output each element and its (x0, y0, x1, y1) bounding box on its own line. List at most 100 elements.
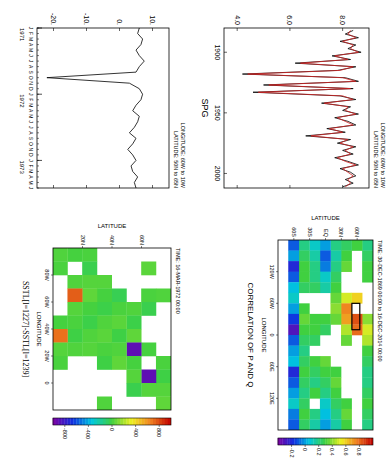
colorbar-swatch (129, 418, 132, 425)
cell (141, 370, 156, 384)
x-tick-label: M (28, 48, 34, 52)
cell (320, 377, 331, 388)
colorbar-swatch (299, 438, 302, 445)
x-tick-label: 1900 (214, 44, 221, 60)
y-tick-label: 60S (291, 227, 297, 237)
cell (330, 272, 341, 283)
x-tick (51, 302, 53, 303)
colorbar-swatch (328, 438, 331, 445)
x-tick-label: J (28, 93, 34, 96)
colorbar-swatch (124, 418, 127, 425)
x-tick-label: M (28, 37, 34, 41)
cell (330, 367, 341, 378)
colorbar-swatch (297, 438, 300, 445)
colorbar-swatch (165, 418, 168, 425)
cell (299, 409, 310, 420)
colorbar-swatch (320, 438, 323, 445)
cell (309, 377, 320, 388)
colorbar-swatch (156, 418, 159, 425)
cell (330, 419, 341, 430)
x-tick-label: 0 (44, 381, 50, 384)
colorbar-swatch (62, 418, 65, 425)
colorbar-swatch (126, 418, 129, 425)
x-tick (37, 44, 39, 45)
cell (67, 329, 82, 343)
cell (330, 240, 341, 251)
y-tick (289, 185, 290, 188)
x-tick (37, 132, 39, 133)
cell (112, 356, 127, 370)
cell (141, 383, 156, 397)
colorbar-tick (159, 425, 160, 427)
colorbar-swatch (339, 438, 342, 445)
colorbar-swatch (76, 418, 79, 425)
cell (330, 251, 341, 262)
cell (112, 316, 127, 330)
cell (362, 367, 373, 378)
colorbar-swatch (79, 418, 82, 425)
plot-area (288, 240, 373, 430)
y-tick (237, 185, 238, 188)
cell (299, 324, 310, 335)
year-label: 1971 (19, 28, 25, 42)
cell (341, 303, 352, 314)
x-tick-label: O (28, 76, 34, 80)
cell (320, 261, 331, 272)
colorbar-tick (359, 445, 360, 447)
cell (362, 356, 373, 367)
x-tick (276, 366, 278, 367)
cell (320, 314, 331, 325)
cell (341, 398, 352, 409)
colorbar-swatch (342, 438, 345, 445)
colorbar-swatch (292, 438, 295, 445)
cell (67, 302, 82, 316)
colorbar-swatch (103, 418, 106, 425)
cell (288, 377, 299, 388)
cell (288, 335, 299, 346)
header-text: LATITUDE: 50N to 65N (373, 131, 379, 188)
colorbar-swatch (323, 438, 326, 445)
y-tick-label: 60N (139, 235, 145, 245)
colorbar-swatch (337, 438, 340, 445)
colorbar-label: 800 (156, 428, 162, 437)
cell (320, 356, 331, 367)
x-tick (51, 356, 53, 357)
year-tick (37, 94, 42, 95)
x-tick (37, 105, 39, 106)
y-tick (141, 246, 142, 248)
y-tick-label: 40N (109, 235, 115, 245)
x-tick (37, 77, 39, 78)
cell (112, 289, 127, 303)
x-tick (37, 138, 39, 139)
colorbar-swatch (135, 418, 138, 425)
cell (299, 356, 310, 367)
cell (141, 343, 156, 357)
x-tick-label: J (28, 126, 34, 129)
y-tick (53, 185, 54, 188)
colorbar-swatch (67, 418, 70, 425)
colorbar-swatch (287, 438, 290, 445)
cell (97, 275, 112, 289)
cell (330, 293, 341, 304)
title: SPG (200, 98, 210, 117)
y-tick-label: -10. (83, 13, 90, 25)
cell (299, 377, 310, 388)
colorbar-swatch (132, 418, 135, 425)
x-tick (224, 173, 227, 174)
cell (309, 388, 320, 399)
x-tick (37, 149, 39, 150)
x-tick (37, 66, 39, 67)
rotated-page: -20.-10.0.10.JFMAMJJASONDJFMAMJJASONDJFM… (19, 13, 386, 458)
colorbar-swatch (141, 418, 144, 425)
cell (288, 356, 299, 367)
cell (309, 335, 320, 346)
cell (341, 314, 352, 325)
colorbar-swatch (347, 438, 350, 445)
cell (299, 314, 310, 325)
title: SSTL[l=1227]-SSTL[l=1239] (21, 281, 30, 377)
y-tick-label: 4.0 (234, 15, 241, 25)
cell (320, 240, 331, 251)
x-tick-label: F (28, 98, 34, 101)
cell (288, 272, 299, 283)
colorbar-swatch (88, 418, 91, 425)
